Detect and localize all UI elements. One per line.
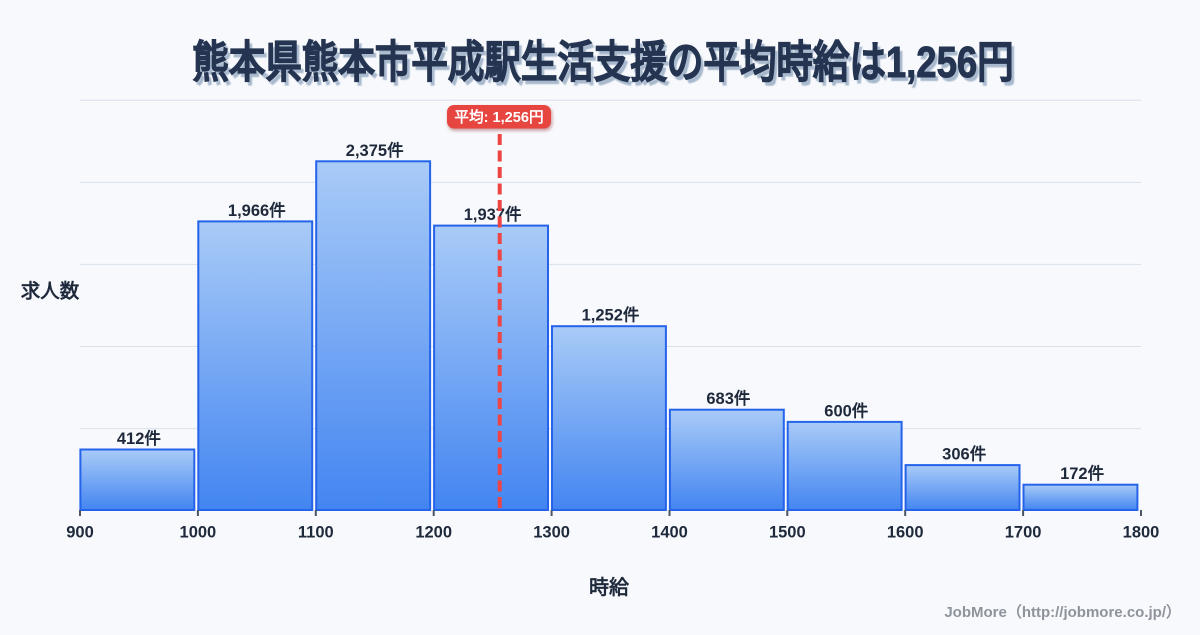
svg-text:412件: 412件 (117, 428, 162, 448)
svg-text:1,966件: 1,966件 (228, 200, 286, 220)
svg-text:1,252件: 1,252件 (582, 305, 640, 325)
svg-text:2,375件: 2,375件 (346, 140, 404, 160)
svg-text:1700: 1700 (1005, 524, 1042, 542)
svg-text:1800: 1800 (1123, 524, 1160, 542)
svg-text:1000: 1000 (180, 524, 217, 542)
svg-text:1400: 1400 (651, 524, 688, 542)
svg-text:1500: 1500 (769, 524, 806, 542)
svg-text:1300: 1300 (533, 524, 570, 542)
svg-text:時給: 時給 (589, 575, 630, 599)
svg-text:600件: 600件 (824, 400, 869, 420)
svg-text:1,937件: 1,937件 (464, 204, 522, 224)
svg-text:平均: 1,256円: 平均: 1,256円 (454, 108, 543, 126)
svg-text:1600: 1600 (887, 524, 924, 542)
svg-text:JobMore（http://jobmore.co.jp/）: JobMore（http://jobmore.co.jp/） (944, 603, 1181, 621)
svg-text:求人数: 求人数 (21, 280, 80, 303)
svg-text:306件: 306件 (942, 444, 987, 464)
svg-text:1200: 1200 (415, 524, 452, 542)
svg-text:172件: 172件 (1060, 463, 1105, 483)
svg-text:683件: 683件 (706, 388, 751, 408)
svg-text:900: 900 (66, 524, 94, 542)
svg-text:1100: 1100 (298, 524, 334, 542)
